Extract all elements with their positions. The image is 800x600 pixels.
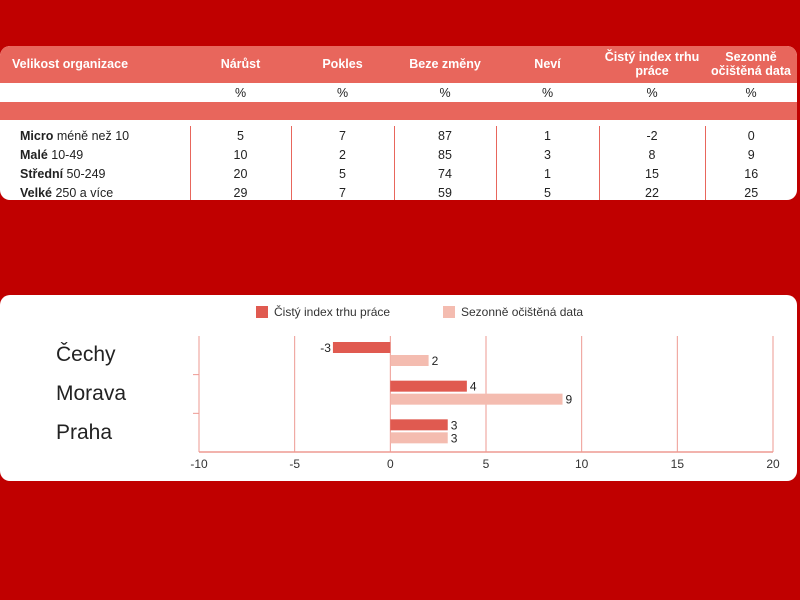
table-cell: 2	[290, 145, 394, 164]
bar	[390, 380, 467, 392]
header-unknown: Neví	[534, 56, 561, 71]
chart-panel: Čistý index trhu práce Sezonně očištěná …	[0, 295, 797, 481]
row-label: Střední 50-249	[0, 164, 190, 183]
unit-cell: %	[394, 81, 496, 102]
legend-item-seasonal: Sezonně očištěná data	[443, 305, 583, 319]
table-cell: 15	[598, 164, 705, 183]
table-cell: 59	[393, 183, 496, 200]
size-name: Velké	[20, 185, 52, 200]
table-body: Micro méně než 10 5 7 87 1 -2 0 Malé 10-49 10 2 85…	[0, 126, 797, 200]
table-cell: 7	[290, 126, 394, 145]
category-label: Praha	[56, 421, 113, 444]
size-name: Malé	[20, 147, 48, 162]
unit-cell: %	[496, 81, 599, 102]
table-cell: 20	[189, 164, 291, 183]
data-label: 3	[451, 431, 458, 445]
table-header-row: Velikost organizace Nárůst Pokles Beze z…	[0, 46, 797, 82]
table-cell: -2	[598, 126, 705, 145]
table-cell: 3	[495, 145, 599, 164]
row-label: Malé 10-49	[0, 145, 190, 164]
table-cell: 7	[290, 183, 394, 200]
bar	[390, 432, 448, 444]
size-table: Velikost organizace Nárůst Pokles Beze z…	[0, 46, 797, 200]
table-cell: 10	[189, 145, 291, 164]
header-seasonal: Sezonně očištěná data	[711, 49, 791, 78]
legend-swatch	[443, 306, 455, 318]
bar-chart: -10 -5 0 5 10 15 20 -3 2 4 9 33	[190, 336, 780, 471]
tick-label: 20	[766, 457, 780, 471]
legend-label: Sezonně očištěná data	[461, 305, 584, 319]
header-size: Velikost organizace	[12, 56, 129, 71]
table-row: Malé 10-49 10 2 85 3 8 9	[0, 145, 797, 164]
unit-cell: %	[190, 81, 291, 102]
size-range: 250 a více	[55, 185, 114, 200]
table-cell: 25	[704, 183, 797, 200]
table-cell: 9	[704, 145, 797, 164]
size-name: Střední	[20, 166, 64, 181]
header-decrease: Pokles	[322, 56, 363, 71]
table-cell: 16	[704, 164, 797, 183]
bar	[390, 355, 429, 366]
table-cell: 22	[598, 183, 705, 200]
unit-cell	[0, 81, 190, 102]
row-label: Micro méně než 10	[0, 126, 190, 145]
tick-label: 5	[483, 457, 490, 471]
table-cell: 1	[495, 126, 599, 145]
tick-label: 15	[671, 457, 685, 471]
table-row: Velké 250 a více 29 7 59 5 22 25	[0, 183, 797, 200]
tick-label: -5	[289, 457, 300, 471]
tick-label: 0	[387, 457, 394, 471]
separator-band	[0, 102, 797, 120]
table-cell: 5	[495, 183, 599, 200]
data-label: 2	[432, 354, 439, 368]
data-label: 9	[566, 393, 573, 407]
table-cell: 0	[704, 126, 797, 145]
size-range: méně než 10	[56, 128, 130, 143]
legend-item-net-index: Čistý index trhu práce	[256, 305, 390, 319]
size-table-panel: Velikost organizace Nárůst Pokles Beze z…	[0, 46, 797, 200]
row-label: Velké 250 a více	[0, 183, 190, 200]
table-cell: 29	[189, 183, 291, 200]
table-cell: 87	[393, 126, 496, 145]
unit-cell: %	[599, 81, 705, 102]
unit-cell: %	[291, 81, 394, 102]
category-label: Morava	[56, 382, 127, 405]
table-cell: 74	[393, 164, 496, 183]
table-cell: 5	[290, 164, 394, 183]
size-range: 10-49	[51, 147, 84, 162]
size-range: 50-249	[66, 166, 106, 181]
tick-label: -10	[190, 457, 208, 471]
header-increase: Nárůst	[220, 56, 261, 71]
header-no-change: Beze změny	[409, 56, 481, 71]
unit-cell: %	[705, 81, 797, 102]
bar	[390, 419, 448, 431]
category-label: Čechy	[56, 343, 116, 366]
data-label: -3	[320, 341, 331, 355]
legend-label: Čistý index trhu práce	[274, 305, 391, 319]
size-name: Micro	[20, 128, 54, 143]
table-cell: 1	[495, 164, 599, 183]
bar	[332, 342, 391, 353]
table-row: Střední 50-249 20 5 74 1 15 16	[0, 164, 797, 183]
header-net-index: Čistý index trhu práce	[604, 49, 700, 78]
tick-label: 10	[575, 457, 589, 471]
bar	[390, 393, 563, 405]
legend-swatch	[256, 306, 268, 318]
data-label: 4	[470, 380, 477, 394]
table-row: Micro méně než 10 5 7 87 1 -2 0	[0, 126, 797, 145]
table-cell: 8	[598, 145, 705, 164]
units-row: % % % % % %	[0, 81, 797, 102]
table-cell: 85	[393, 145, 496, 164]
table-cell: 5	[189, 126, 291, 145]
data-label: 3	[451, 418, 458, 432]
